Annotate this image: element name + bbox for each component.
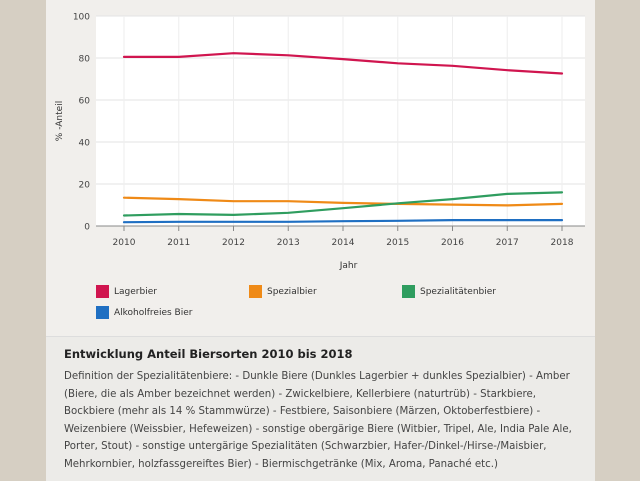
legend-item-alkoholfreies-bier[interactable]: Alkoholfreies Bier [96, 306, 192, 319]
y-axis-title: % -Anteil [55, 101, 65, 141]
legend-label-alkoholfreies-bier: Alkoholfreies Bier [114, 307, 193, 318]
x-axis-title: Jahr [339, 261, 358, 271]
series-line-spezialbier [122, 196, 564, 207]
x-tick-label: 2011 [167, 238, 190, 248]
x-tick-label: 2012 [222, 238, 245, 248]
legend-swatch-alkoholfreies-bier [96, 306, 109, 319]
legend-label-spezialbier: Spezialbier [267, 286, 317, 297]
y-tick-label: 40 [79, 139, 91, 149]
y-tick-label: 0 [84, 223, 90, 233]
series-line-alkoholfreies-bier [122, 219, 564, 224]
legend-swatch-lagerbier [96, 285, 109, 298]
legend-item-lagerbier[interactable]: Lagerbier [96, 285, 157, 298]
x-tick-label: 2010 [113, 238, 136, 248]
chart-area: 0 20 40 60 80 100 2010 2011 2012 2013 2014 2015 2016… [46, 0, 595, 335]
series-line-lagerbier [122, 52, 564, 75]
chart-legend: Lagerbier Spezialbier Spezialitätenbier … [46, 280, 595, 330]
line-chart: 0 20 40 60 80 100 2010 2011 2012 2013 2014 2015 2016… [55, 13, 585, 271]
y-tick-label: 80 [79, 55, 91, 65]
legend-item-spezialitaetenbier[interactable]: Spezialitätenbier [402, 285, 496, 298]
y-tick-label: 60 [79, 97, 91, 107]
x-tick-label: 2013 [277, 238, 300, 248]
x-tick-label: 2015 [386, 238, 409, 248]
plot-background [96, 16, 585, 226]
caption-text: Definition der Spezialitätenbiere: - Dun… [64, 371, 572, 470]
y-tick-label: 100 [73, 13, 90, 23]
caption-title: Entwicklung Anteil Biersorten 2010 bis 2… [64, 347, 353, 361]
chart-caption: Entwicklung Anteil Biersorten 2010 bis 2… [46, 336, 595, 481]
x-tick-label: 2014 [332, 238, 355, 248]
x-tick-label: 2016 [441, 238, 464, 248]
legend-swatch-spezialbier [249, 285, 262, 298]
x-tick-label: 2018 [551, 238, 574, 248]
y-tick-label: 20 [79, 181, 91, 191]
content-panel: 0 20 40 60 80 100 2010 2011 2012 2013 2014 2015 2016… [46, 0, 595, 481]
series-line-spezialitaetenbier [122, 191, 564, 217]
legend-swatch-spezialitaetenbier [402, 285, 415, 298]
legend-label-lagerbier: Lagerbier [114, 286, 157, 297]
x-tick-label: 2017 [496, 238, 519, 248]
legend-label-spezialitaetenbier: Spezialitätenbier [420, 286, 496, 297]
legend-item-spezialbier[interactable]: Spezialbier [249, 285, 317, 298]
